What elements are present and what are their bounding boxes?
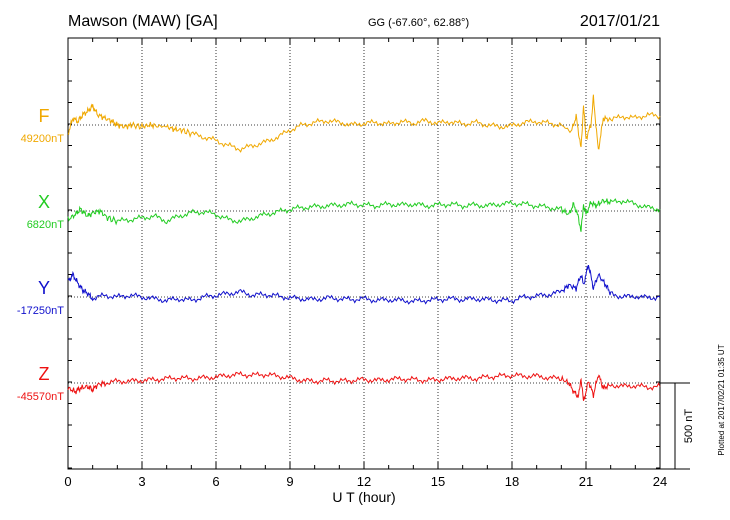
trace-x xyxy=(67,198,661,232)
x-tick-label-24: 24 xyxy=(653,474,667,489)
series-name-y: Y xyxy=(38,278,50,298)
scale-bar-label: 500 nT xyxy=(683,409,695,444)
x-axis-title: U T (hour) xyxy=(332,489,395,505)
x-tick-label-12: 12 xyxy=(357,474,371,489)
x-tick-labels: 0 3 6 9 12 15 18 21 24 xyxy=(64,474,667,489)
trace-y xyxy=(67,265,661,305)
station-title: Mawson (MAW) [GA] xyxy=(68,13,218,30)
series-name-z: Z xyxy=(39,364,50,384)
trace-f xyxy=(67,94,661,153)
grid-lines xyxy=(141,38,587,469)
series-name-f: F xyxy=(39,106,50,126)
component-labels: F 49200nT X 6820nT Y -17250nT Z -45570nT xyxy=(17,106,64,403)
station-coords: GG (-67.60°, 62.88°) xyxy=(368,17,469,29)
date-label: 2017/01/21 xyxy=(580,13,660,30)
scale-bar: 500 nT xyxy=(660,382,695,470)
x-tick-label-3: 3 xyxy=(138,474,145,489)
x-tick-label-18: 18 xyxy=(505,474,519,489)
x-tick-label-9: 9 xyxy=(286,474,293,489)
plotted-timestamp: Plotted at 2017/02/21 01:35 UT xyxy=(717,344,726,455)
axis-ticks xyxy=(67,38,661,469)
baseline-label-z: -45570nT xyxy=(17,391,64,403)
series-name-x: X xyxy=(38,192,50,212)
x-tick-label-6: 6 xyxy=(212,474,219,489)
baseline-label-x: 6820nT xyxy=(27,219,65,231)
x-tick-label-21: 21 xyxy=(579,474,593,489)
baseline-label-f: 49200nT xyxy=(21,133,65,145)
x-tick-label-0: 0 xyxy=(64,474,71,489)
x-tick-label-15: 15 xyxy=(431,474,445,489)
series-traces xyxy=(67,94,661,401)
trace-z xyxy=(67,370,661,401)
baseline-label-y: -17250nT xyxy=(17,305,64,317)
